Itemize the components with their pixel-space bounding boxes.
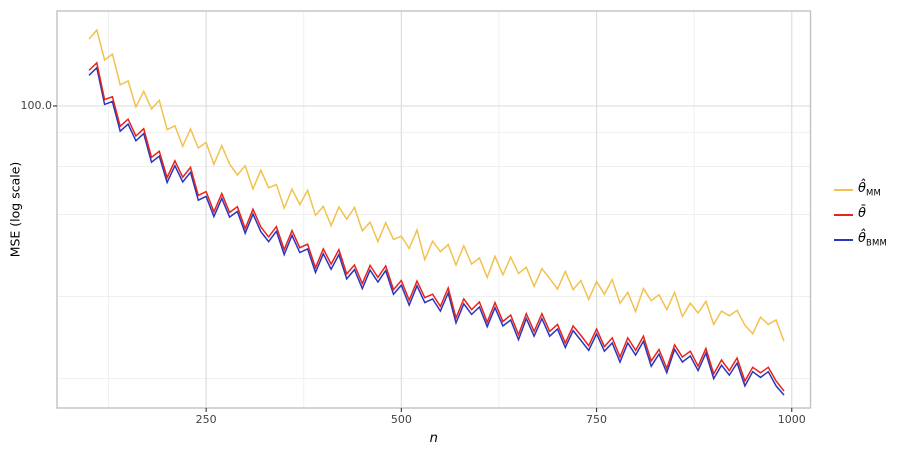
series-line-bar xyxy=(88,61,785,392)
legend-item-label: θ̂MM xyxy=(858,181,881,199)
legend-item: θ̂BMM xyxy=(834,227,887,252)
legend: θ̂MM θ̄ θ̂BMM xyxy=(834,177,887,252)
x-tick-label: 1000 xyxy=(777,413,806,426)
y-tick-label: 100.0 xyxy=(20,99,53,113)
legend-line-swatch xyxy=(834,238,853,241)
series-line-bmm xyxy=(88,66,785,396)
legend-symbol: θ̂ xyxy=(858,180,866,196)
x-tick-label: 500 xyxy=(390,413,412,426)
legend-line-swatch xyxy=(834,213,853,216)
series-line-mm xyxy=(88,28,785,342)
legend-item: θ̄ xyxy=(834,202,887,227)
y-axis-title: MSE (log scale) xyxy=(7,161,23,258)
legend-item-label: θ̄ xyxy=(858,206,866,224)
x-tick-label: 750 xyxy=(586,413,608,426)
legend-subscript: BMM xyxy=(865,238,888,249)
x-tick-label: 250 xyxy=(195,413,217,426)
legend-item: θ̂MM xyxy=(834,177,887,202)
legend-item-label: θ̂BMM xyxy=(858,231,887,249)
panel-border xyxy=(56,10,812,409)
legend-symbol: θ̄ xyxy=(858,205,866,221)
legend-line-swatch xyxy=(834,188,853,191)
x-axis-title: n xyxy=(429,431,438,446)
legend-symbol: θ̂ xyxy=(858,230,866,246)
legend-subscript: MM xyxy=(865,188,882,199)
